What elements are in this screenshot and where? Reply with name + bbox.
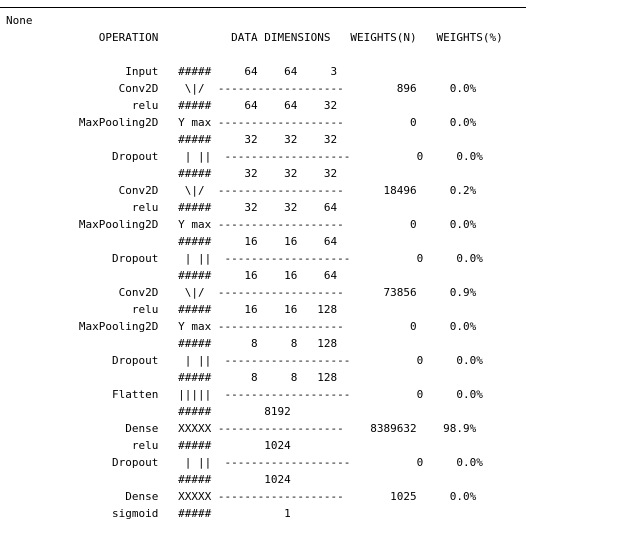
summary-row: ##### 8 8 128 <box>6 371 338 384</box>
summary-row: relu ##### 16 16 128 <box>6 303 338 316</box>
summary-row: ##### 1024 <box>6 473 291 486</box>
summary-row: MaxPooling2D Y max ------------------- 0… <box>6 218 477 231</box>
none-output: None <box>6 14 33 27</box>
summary-row: Dropout | || ------------------- 0 0.0% <box>6 354 483 367</box>
summary-row: Dropout | || ------------------- 0 0.0% <box>6 150 483 163</box>
summary-row: Conv2D \|/ ------------------- 18496 0.2… <box>6 184 477 197</box>
top-divider-line <box>0 7 526 8</box>
summary-row: Input ##### 64 64 3 <box>6 65 338 78</box>
summary-row: MaxPooling2D Y max ------------------- 0… <box>6 320 477 333</box>
summary-row: ##### 32 32 32 <box>6 167 338 180</box>
summary-row: Dropout | || ------------------- 0 0.0% <box>6 456 483 469</box>
summary-row: ##### 16 16 64 <box>6 235 338 248</box>
summary-row: ##### 8 8 128 <box>6 337 338 350</box>
summary-row: relu ##### 32 32 64 <box>6 201 338 214</box>
summary-row: MaxPooling2D Y max ------------------- 0… <box>6 116 477 129</box>
summary-row: relu ##### 64 64 32 <box>6 99 338 112</box>
summary-row: ##### 16 16 64 <box>6 269 338 282</box>
summary-row: sigmoid ##### 1 <box>6 507 291 520</box>
summary-row: Dense XXXXX ------------------- 1025 0.0… <box>6 490 477 503</box>
summary-row: Flatten ||||| ------------------- 0 0.0% <box>6 388 483 401</box>
summary-row: ##### 8192 <box>6 405 291 418</box>
summary-row: Conv2D \|/ ------------------- 73856 0.9… <box>6 286 477 299</box>
summary-row: Dense XXXXX ------------------- 8389632 … <box>6 422 477 435</box>
summary-row: ##### 32 32 32 <box>6 133 338 146</box>
summary-row: Conv2D \|/ ------------------- 896 0.0% <box>6 82 477 95</box>
summary-header: OPERATION DATA DIMENSIONS WEIGHTS(N) WEI… <box>6 31 503 44</box>
summary-row: relu ##### 1024 <box>6 439 291 452</box>
header-spacer <box>6 46 503 63</box>
model-summary-output: None OPERATION DATA DIMENSIONS WEIGHTS(N… <box>6 12 503 522</box>
summary-row: Dropout | || ------------------- 0 0.0% <box>6 252 483 265</box>
